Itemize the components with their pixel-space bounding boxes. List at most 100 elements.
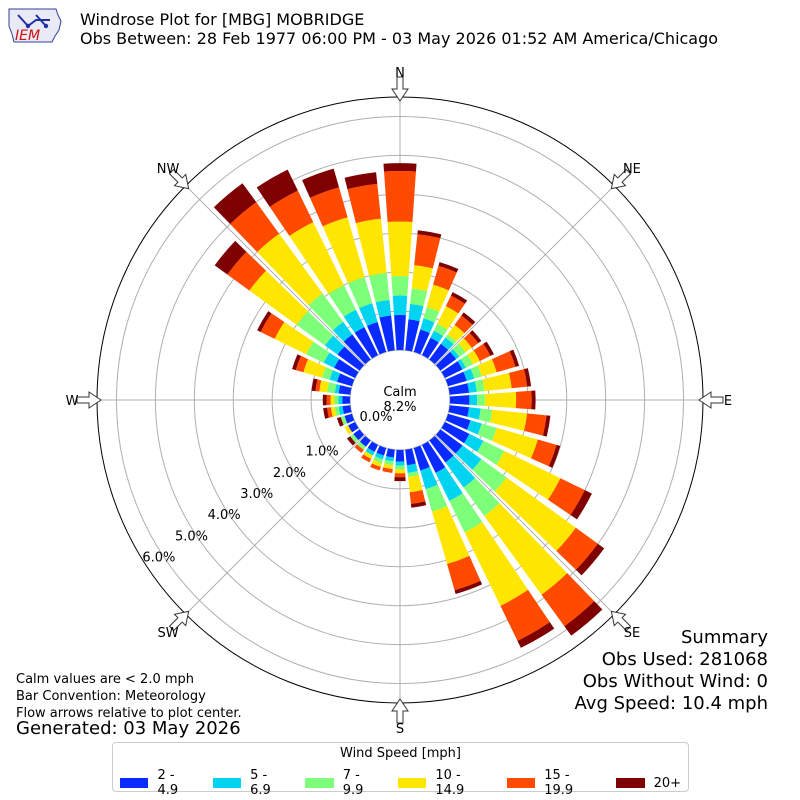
iem-logo-text: IEM xyxy=(15,28,40,44)
legend-swatch xyxy=(212,778,242,788)
windrose-bar-segment xyxy=(334,358,359,379)
windrose-bar-segment xyxy=(541,573,595,627)
windrose-bar-segment xyxy=(430,330,444,343)
windrose-bar-segment xyxy=(395,461,405,466)
windrose-bar-segment xyxy=(433,323,448,336)
windrose-bar-segment xyxy=(338,385,352,395)
legend-items: 2 - 4.9 5 - 6.9 7 - 9.9 10 - 14.9 15 - 19.9 2… xyxy=(113,768,688,798)
windrose-bar-segment xyxy=(338,395,343,405)
windrose-bar-segment xyxy=(447,324,465,342)
windrose-bar-segment xyxy=(332,321,353,342)
summary-title: Summary xyxy=(681,627,768,648)
windrose-bar-segment xyxy=(406,463,418,473)
windrose-bar-segment xyxy=(445,295,465,314)
windrose-bar-segment xyxy=(548,444,561,468)
windrose-bar-segment xyxy=(494,477,576,551)
windrose-bar-segment xyxy=(478,408,493,423)
windrose-bar-segment xyxy=(420,467,438,490)
windrose-bar-segment xyxy=(491,351,516,373)
windrose-bar-segment xyxy=(361,454,372,463)
legend-swatch xyxy=(397,778,427,788)
windrose-bar-segment xyxy=(306,341,330,363)
iem-logo: IEM xyxy=(6,6,64,48)
windrose-bar-segment xyxy=(359,435,371,447)
windrose-bar-segment xyxy=(447,555,481,591)
windrose-bar-segment xyxy=(391,276,409,296)
legend-swatch xyxy=(615,778,645,788)
radial-tick-label: 6.0% xyxy=(142,551,175,566)
windrose-bar-segment xyxy=(354,327,379,359)
windrose-bar-segment xyxy=(508,369,528,389)
windrose-bar-segment xyxy=(311,378,318,392)
compass-arrows xyxy=(76,76,724,724)
windrose-bar-segment xyxy=(473,343,491,362)
windrose-bar-segment xyxy=(448,405,470,417)
windrose-bar-segment xyxy=(411,265,433,292)
radial-tick-label: 4.0% xyxy=(208,508,241,523)
windrose-bar-segment xyxy=(457,358,466,370)
windrose-bar-segment xyxy=(384,170,416,222)
windrose-bar-segment xyxy=(500,589,550,641)
summary-avg-speed: Avg Speed: 10.4 mph xyxy=(574,693,768,714)
windrose-bar-segment xyxy=(214,240,247,275)
chart-title-line2: Obs Between: 28 Feb 1977 06:00 PM - 03 M… xyxy=(80,29,719,48)
windrose-bar-segment xyxy=(344,172,378,190)
generated-date: Generated: 03 May 2026 xyxy=(16,718,241,739)
windrose-bar-segment xyxy=(570,490,592,520)
windrose-bar-segment xyxy=(408,303,424,322)
windrose-bar-segment xyxy=(328,285,356,317)
windrose-bar-segment xyxy=(496,450,561,500)
windrose-bar-segment xyxy=(432,506,470,565)
windrose-bar-segment xyxy=(395,465,405,470)
calm-center: Calm 8.2% xyxy=(351,351,449,449)
legend-label: 10 - 14.9 xyxy=(435,768,465,798)
windrose-bar-segment xyxy=(474,379,485,392)
windrose-bar-segment xyxy=(482,372,512,392)
windrose-bar-segment xyxy=(445,455,476,488)
windrose-bar-segment xyxy=(365,447,375,456)
windrose-bar-segment xyxy=(392,295,408,316)
windrose-bar-segment xyxy=(342,405,352,414)
windrose-bar-segment xyxy=(435,467,463,501)
windrose-bar-segment xyxy=(469,394,478,406)
windrose-bar-segment xyxy=(460,354,473,368)
compass-arrow xyxy=(76,391,102,409)
windrose-bar-segment xyxy=(531,439,557,467)
windrose-bar-segment xyxy=(382,467,393,473)
windrose-bar-segment xyxy=(445,413,471,430)
windrose-bar-segment xyxy=(450,292,468,304)
windrose-bar-segment xyxy=(367,441,379,452)
note-bar-convention: Bar Convention: Meteorology xyxy=(16,689,206,704)
windrose-bar-segment xyxy=(296,311,334,346)
windrose-bar-segment xyxy=(484,391,517,409)
windrose-bar-segment xyxy=(326,394,331,406)
windrose-bar-segment xyxy=(429,435,454,463)
windrose-bar-segment xyxy=(409,490,426,504)
windrose-bar-segment xyxy=(337,346,365,371)
windrose-bar-segment xyxy=(542,415,551,437)
note-flow-arrows: Flow arrows relative to plot center. xyxy=(16,706,242,721)
windrose-bar-segment xyxy=(463,477,500,517)
windrose-bar-segment xyxy=(353,429,365,441)
legend-label: 15 - 19.9 xyxy=(544,768,574,798)
windrose-bar-segment xyxy=(256,169,298,207)
compass-arrow xyxy=(610,610,632,632)
windrose-bar-segment xyxy=(330,395,335,405)
windrose-bar-segment xyxy=(376,445,387,456)
windrose-bar-segment xyxy=(310,187,348,227)
windrose-bar-segment xyxy=(556,527,598,570)
windrose-bar-segment xyxy=(515,390,532,410)
legend-label: 20+ xyxy=(653,775,682,791)
windrose-bar-segment xyxy=(445,371,467,387)
windrose-bar-segment xyxy=(260,313,285,339)
legend-label: 7 - 9.9 xyxy=(342,768,364,798)
windrose-bar-segment xyxy=(413,445,430,471)
compass-arrow xyxy=(391,76,409,102)
compass-label-e: E xyxy=(724,394,732,409)
windrose-bar-segment xyxy=(417,230,442,239)
windrose-bar-segment xyxy=(425,484,448,512)
windrose-bar-segment xyxy=(269,190,314,236)
windrose-bar-segment xyxy=(483,341,494,356)
chart-title: Windrose Plot for [MBG] MOBRIDGE Obs Bet… xyxy=(80,10,718,48)
windrose-bar-segment xyxy=(336,373,355,387)
